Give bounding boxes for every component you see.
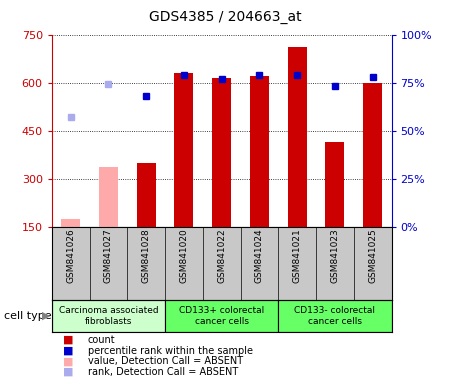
Bar (325, 142, 344, 227)
Text: percentile rank within the sample: percentile rank within the sample (88, 346, 253, 356)
Text: GSM841023: GSM841023 (330, 229, 339, 283)
Bar (212, 78, 231, 227)
Text: cell type: cell type (4, 311, 52, 321)
Bar (288, 47, 306, 227)
Text: GDS4385 / 204663_at: GDS4385 / 204663_at (148, 10, 302, 23)
Text: ■: ■ (63, 335, 73, 345)
Text: GSM841025: GSM841025 (368, 229, 377, 283)
Text: GSM841020: GSM841020 (180, 229, 189, 283)
Text: GSM841028: GSM841028 (142, 229, 151, 283)
Bar (137, 162, 156, 227)
Text: ▶: ▶ (42, 311, 50, 321)
Text: rank, Detection Call = ABSENT: rank, Detection Call = ABSENT (88, 367, 238, 377)
Text: ■: ■ (63, 346, 73, 356)
Text: value, Detection Call = ABSENT: value, Detection Call = ABSENT (88, 356, 243, 366)
Bar (363, 83, 382, 227)
Text: Carcinoma associated
fibroblasts: Carcinoma associated fibroblasts (58, 306, 158, 326)
Bar (99, 167, 118, 227)
Text: GSM841021: GSM841021 (292, 229, 302, 283)
Text: GSM841022: GSM841022 (217, 229, 226, 283)
Text: GSM841024: GSM841024 (255, 229, 264, 283)
Text: count: count (88, 335, 115, 345)
Bar (175, 73, 194, 227)
Bar (52, 300, 165, 332)
Text: ■: ■ (63, 356, 73, 366)
Bar (165, 300, 278, 332)
Bar (61, 218, 80, 227)
Bar (278, 300, 392, 332)
Bar (250, 76, 269, 227)
Text: ■: ■ (63, 367, 73, 377)
Text: GSM841027: GSM841027 (104, 229, 113, 283)
Text: GSM841026: GSM841026 (66, 229, 75, 283)
Text: CD133- colorectal
cancer cells: CD133- colorectal cancer cells (294, 306, 375, 326)
Text: CD133+ colorectal
cancer cells: CD133+ colorectal cancer cells (179, 306, 264, 326)
